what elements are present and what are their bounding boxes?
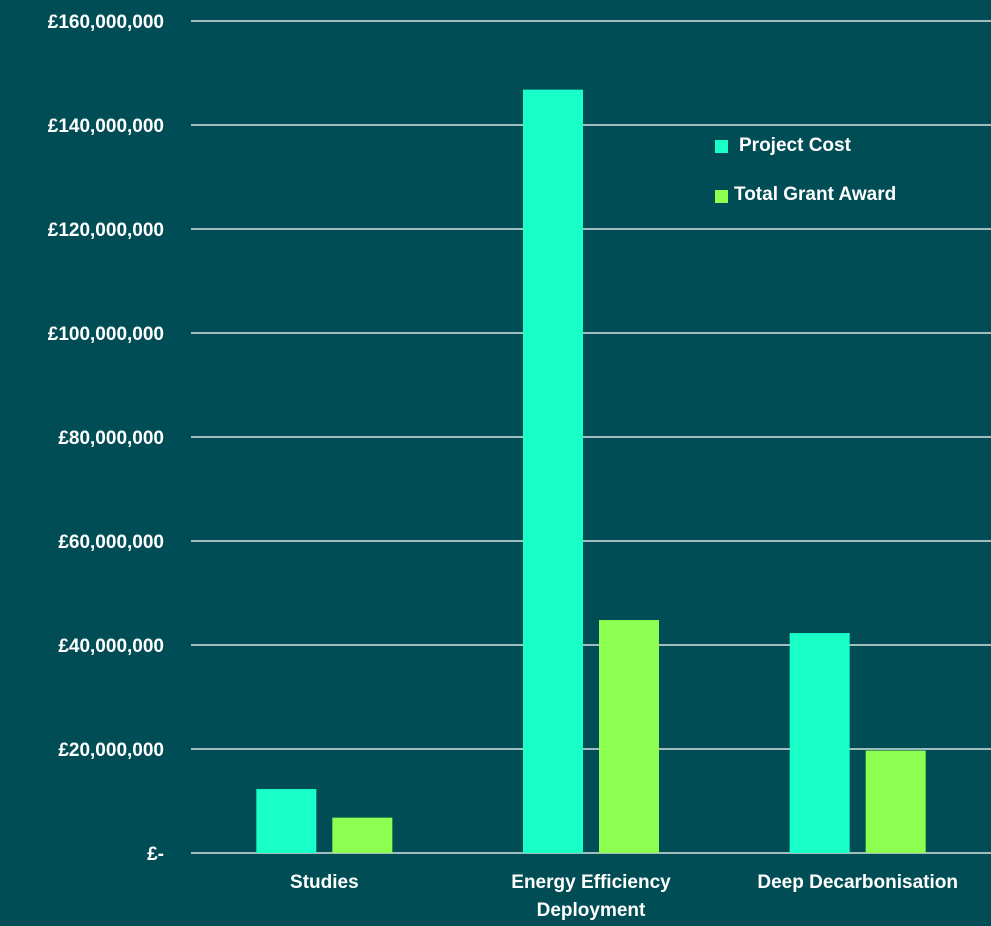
legend-label: Total Grant Award [734, 184, 896, 205]
y-tick-label: £60,000,000 [58, 532, 164, 553]
y-tick-label: £160,000,000 [48, 12, 164, 33]
x-category-label: Deep Decarbonisation [757, 872, 958, 893]
gridlines [191, 20, 991, 854]
y-tick-label: £100,000,000 [48, 324, 164, 345]
y-tick-label: £20,000,000 [58, 740, 164, 761]
bar-project-cost [523, 89, 583, 853]
bar-project-cost [256, 789, 317, 853]
y-axis-ticks: £- £20,000,000 £40,000,000 £60,000,000 £80,0… [48, 12, 164, 865]
legend: Project Cost Total Grant Award [715, 135, 896, 205]
y-tick-label: £40,000,000 [58, 636, 164, 657]
bar-total-grant-award [599, 620, 659, 853]
y-tick-label: £80,000,000 [58, 428, 164, 449]
bars [256, 89, 926, 853]
x-category-label: Energy Efficiency [511, 872, 671, 893]
x-category-label: Studies [290, 872, 359, 893]
bar-project-cost [789, 633, 850, 853]
y-tick-label: £140,000,000 [48, 116, 164, 137]
x-category-label: Deployment [537, 900, 646, 921]
bar-total-grant-award [332, 817, 393, 853]
y-tick-label: £- [147, 844, 164, 865]
y-tick-label: £120,000,000 [48, 220, 164, 241]
legend-label: Project Cost [739, 135, 852, 156]
bar-total-grant-award [865, 750, 926, 853]
legend-swatch [715, 190, 728, 203]
x-axis-categories: Studies Energy Efficiency Deployment Deep D… [290, 872, 958, 921]
legend-swatch [715, 140, 728, 153]
